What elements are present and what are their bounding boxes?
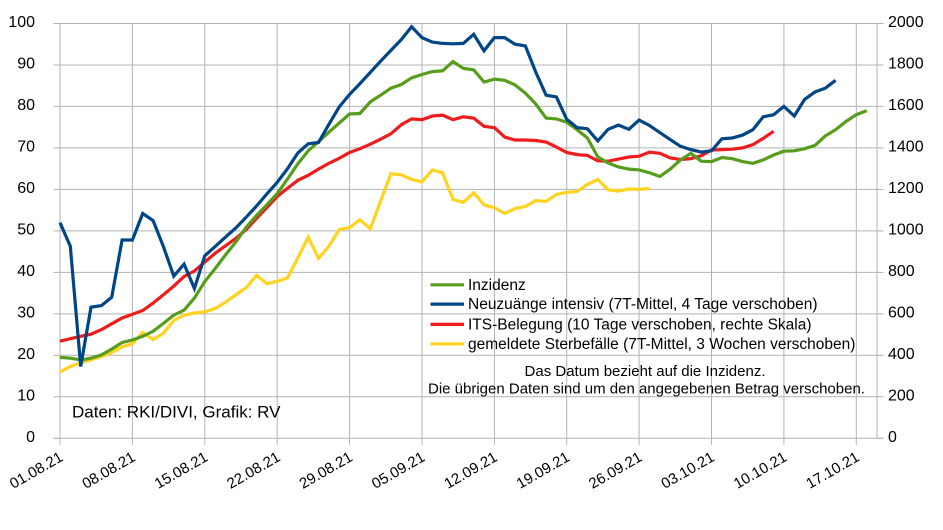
svg-text:90: 90	[17, 56, 35, 73]
svg-text:Die übrigen Daten sind um den: Die übrigen Daten sind um den angegebene…	[428, 380, 865, 397]
svg-text:1600: 1600	[888, 97, 924, 114]
svg-text:Das Datum bezieht auf die Inzi: Das Datum bezieht auf die Inzidenz.	[525, 363, 766, 380]
svg-text:60: 60	[17, 180, 35, 197]
svg-text:600: 600	[888, 305, 915, 322]
svg-text:ITS-Belegung (10 Tage verschob: ITS-Belegung (10 Tage verschoben, rechte…	[468, 316, 812, 333]
svg-text:10: 10	[17, 388, 35, 405]
svg-text:30: 30	[17, 305, 35, 322]
svg-text:Neuzuänge intensiv (7T-Mittel,: Neuzuänge intensiv (7T-Mittel, 4 Tage ve…	[468, 296, 818, 313]
svg-text:gemeldete Sterbefälle (7T-Mitt: gemeldete Sterbefälle (7T-Mittel, 3 Woch…	[468, 336, 855, 353]
svg-text:200: 200	[888, 388, 915, 405]
svg-text:Daten: RKI/DIVI, Grafik: RV: Daten: RKI/DIVI, Grafik: RV	[72, 403, 281, 422]
svg-text:80: 80	[17, 97, 35, 114]
svg-text:0: 0	[888, 429, 897, 446]
svg-text:70: 70	[17, 139, 35, 156]
svg-text:1800: 1800	[888, 56, 924, 73]
svg-text:Inzidenz: Inzidenz	[468, 277, 526, 294]
svg-text:400: 400	[888, 346, 915, 363]
svg-text:40: 40	[17, 263, 35, 280]
svg-text:2000: 2000	[888, 14, 924, 31]
svg-text:1200: 1200	[888, 180, 924, 197]
svg-text:1000: 1000	[888, 222, 924, 239]
svg-text:50: 50	[17, 222, 35, 239]
svg-text:20: 20	[17, 346, 35, 363]
svg-text:800: 800	[888, 263, 915, 280]
svg-text:1400: 1400	[888, 139, 924, 156]
svg-text:0: 0	[26, 429, 35, 446]
svg-text:100: 100	[8, 14, 35, 31]
